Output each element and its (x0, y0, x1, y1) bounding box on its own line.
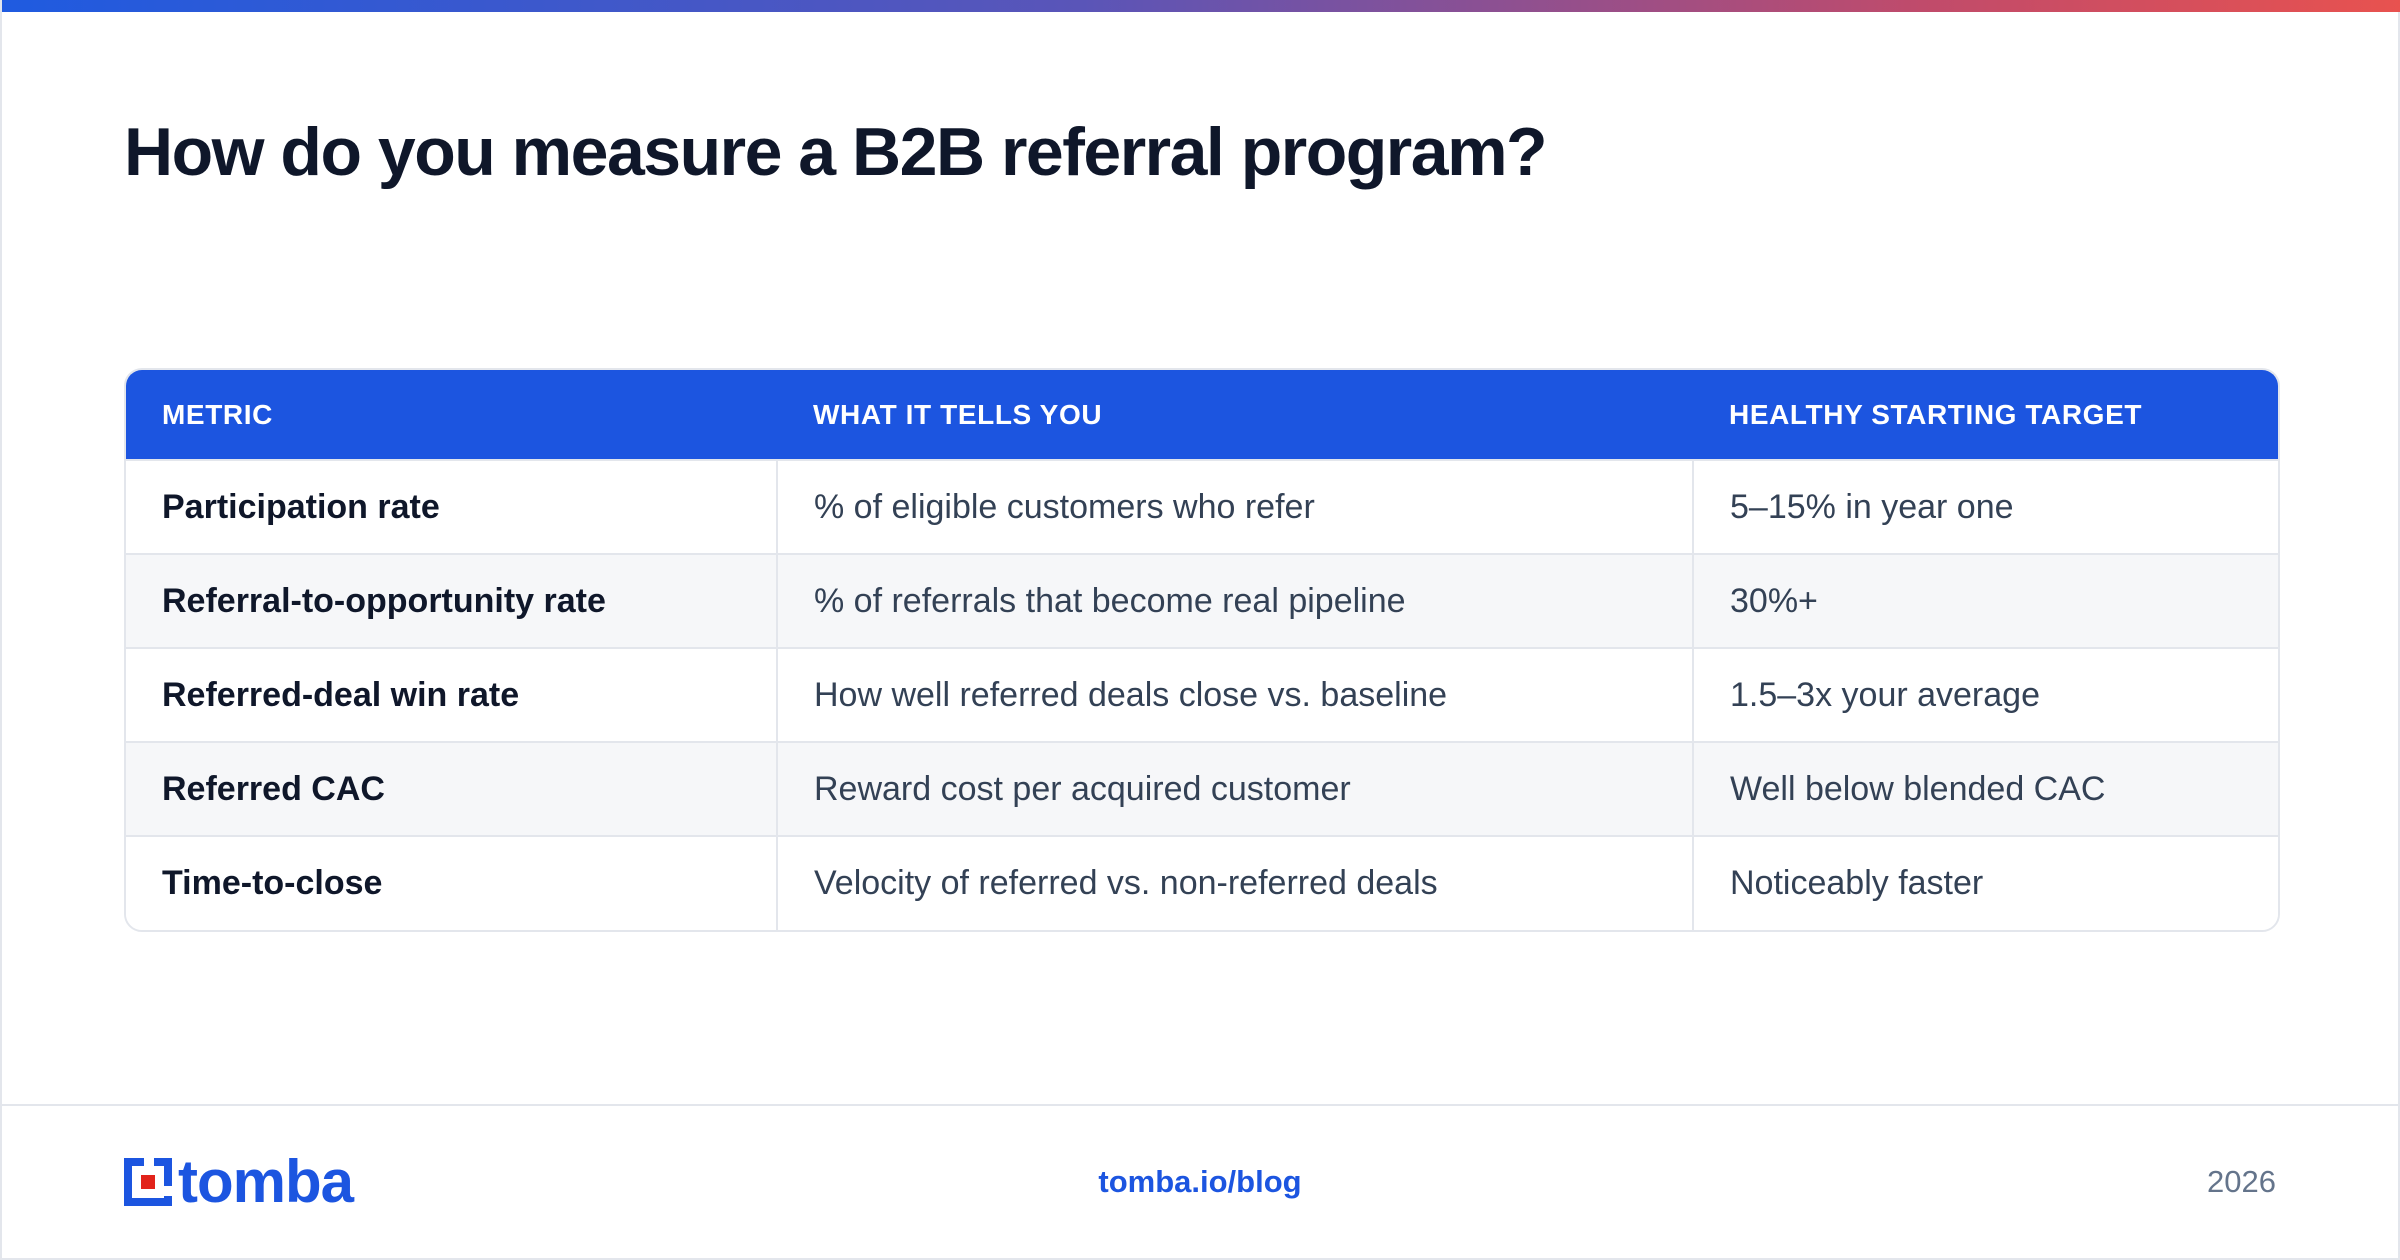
gradient-top-bar (2, 0, 2400, 12)
metric-cell: Time-to-close (126, 835, 777, 930)
page-title: How do you measure a B2B referral progra… (124, 114, 1548, 190)
target-cell: 30%+ (1692, 553, 2278, 648)
footer-divider (2, 1104, 2398, 1106)
logo-wordmark: tomba (178, 1148, 354, 1215)
metric-cell: Referred CAC (126, 741, 777, 836)
table-row: Referred-deal win rate How well referred… (126, 647, 2278, 742)
description-cell: % of referrals that become real pipeline (776, 553, 1693, 648)
column-header-what-it-tells-you: WHAT IT TELLS YOU (813, 398, 1103, 430)
tomba-logo-icon (124, 1156, 172, 1206)
table-header-row: METRIC WHAT IT TELLS YOU HEALTHY STARTIN… (126, 370, 2278, 460)
description-cell: % of eligible customers who refer (776, 459, 1693, 554)
description-cell: How well referred deals close vs. baseli… (776, 647, 1693, 742)
column-header-healthy-target: HEALTHY STARTING TARGET (1729, 398, 2143, 430)
table-row: Referred CAC Reward cost per acquired cu… (126, 741, 2278, 836)
target-cell: Noticeably faster (1692, 835, 2278, 930)
table-row: Referral-to-opportunity rate % of referr… (126, 553, 2278, 648)
description-cell: Velocity of referred vs. non-referred de… (776, 835, 1693, 930)
description-cell: Reward cost per acquired customer (776, 741, 1693, 836)
footer-year: 2026 (2207, 1164, 2276, 1199)
target-cell: Well below blended CAC (1692, 741, 2278, 836)
metric-cell: Participation rate (126, 459, 777, 554)
metric-cell: Referred-deal win rate (126, 647, 777, 742)
metrics-table: METRIC WHAT IT TELLS YOU HEALTHY STARTIN… (124, 368, 2280, 932)
column-header-metric: METRIC (162, 398, 273, 430)
table-row: Time-to-close Velocity of referred vs. n… (126, 835, 2278, 930)
target-cell: 5–15% in year one (1692, 459, 2278, 554)
target-cell: 1.5–3x your average (1692, 647, 2278, 742)
blog-link[interactable]: tomba.io/blog (1098, 1164, 1302, 1199)
table-row: Participation rate % of eligible custome… (126, 459, 2278, 554)
metric-cell: Referral-to-opportunity rate (126, 553, 777, 648)
tomba-logo[interactable]: tomba (124, 1148, 354, 1215)
